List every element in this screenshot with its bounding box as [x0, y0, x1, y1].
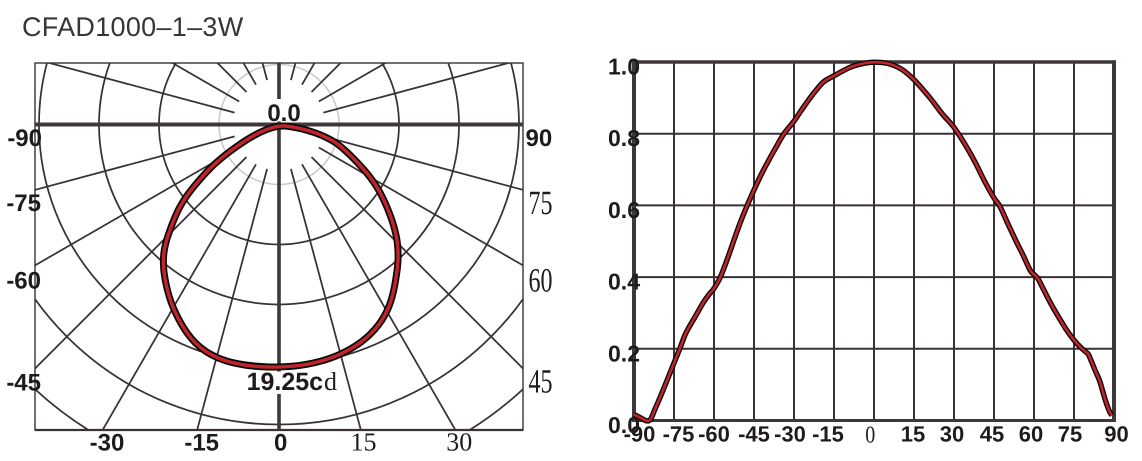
- svg-text:45: 45: [529, 364, 553, 401]
- svg-text:-90: -90: [624, 422, 656, 447]
- svg-text:19.25c: 19.25c: [247, 368, 324, 396]
- svg-text:60: 60: [1019, 422, 1043, 447]
- svg-text:0: 0: [865, 422, 875, 448]
- svg-text:-30: -30: [774, 422, 806, 447]
- svg-text:15: 15: [901, 422, 925, 447]
- svg-text:60: 60: [529, 263, 553, 300]
- svg-text:-45: -45: [6, 370, 41, 397]
- svg-text:0.6: 0.6: [608, 197, 640, 223]
- svg-text:30: 30: [940, 422, 964, 447]
- svg-text:-60: -60: [698, 422, 730, 447]
- svg-text:-90: -90: [7, 125, 42, 152]
- svg-text:90: 90: [526, 125, 553, 152]
- svg-text:0.2: 0.2: [608, 340, 640, 366]
- svg-text:75: 75: [529, 185, 553, 222]
- svg-text:d: d: [324, 367, 337, 396]
- svg-text:0.0: 0.0: [608, 412, 640, 438]
- svg-text:15: 15: [351, 428, 377, 457]
- svg-text:45: 45: [980, 422, 1004, 447]
- svg-text:0.4: 0.4: [608, 269, 640, 295]
- svg-text:-15: -15: [184, 429, 219, 456]
- svg-text:0.0: 0.0: [267, 100, 300, 127]
- svg-text:-75: -75: [6, 190, 41, 217]
- svg-text:-30: -30: [90, 429, 125, 456]
- svg-text:30: 30: [446, 428, 472, 457]
- svg-text:-15: -15: [812, 422, 844, 447]
- svg-text:1.0: 1.0: [608, 54, 640, 80]
- svg-text:0: 0: [274, 429, 287, 456]
- svg-text:90: 90: [1104, 422, 1128, 447]
- svg-text:-75: -75: [663, 422, 695, 447]
- svg-text:-60: -60: [6, 268, 41, 295]
- svg-text:CFAD1000–1–3W: CFAD1000–1–3W: [22, 12, 244, 42]
- svg-text:0.8: 0.8: [608, 125, 640, 151]
- svg-text:75: 75: [1058, 422, 1082, 447]
- svg-text:-45: -45: [738, 422, 770, 447]
